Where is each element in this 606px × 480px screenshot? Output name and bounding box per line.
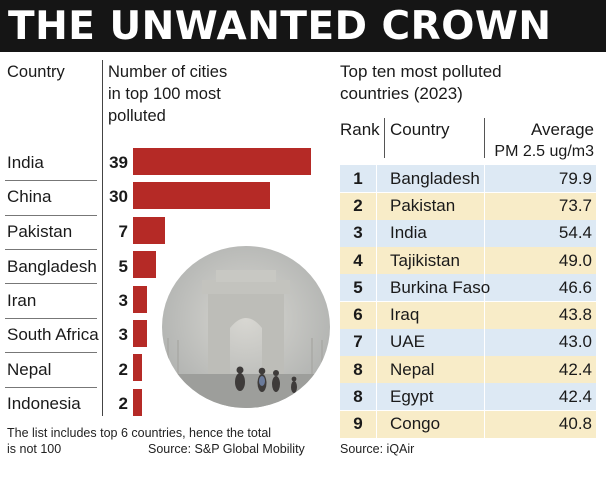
table-title-line2: countries (2023): [340, 84, 463, 103]
bar-label-india: India: [7, 153, 44, 172]
smog-photo-icon: [162, 246, 330, 408]
bar-value-india: 39: [109, 153, 128, 172]
row-separator: [5, 352, 97, 353]
table-country: India: [390, 223, 427, 242]
left-country-header: Country: [7, 63, 65, 81]
table-country: Tajikistan: [390, 251, 460, 270]
table-rank: 4: [353, 251, 363, 270]
table-row: [340, 193, 596, 220]
table-rank: 5: [353, 278, 363, 297]
row-separator: [5, 283, 97, 284]
table-value: 42.4: [558, 360, 592, 379]
footnote-line1: The list includes top 6 countries, hence…: [7, 426, 272, 440]
table-header-rank: Rank: [340, 120, 380, 139]
bar-iran: [133, 286, 147, 313]
table-country: Bangladesh: [390, 169, 480, 188]
bar-india: [133, 148, 311, 175]
row-separator: [5, 215, 97, 216]
row-separator: [5, 180, 97, 181]
table-column-gap: [484, 165, 485, 438]
left-metric-header-line3: polluted: [108, 107, 166, 125]
smog-india-gate-photo: [162, 246, 330, 408]
bar-label-south-africa: South Africa: [7, 325, 99, 344]
bar-pakistan: [133, 217, 165, 244]
table-row: [340, 165, 596, 192]
table-rank: 8: [353, 387, 363, 406]
table-rank: 8: [353, 360, 363, 379]
table-rank: 6: [353, 305, 363, 324]
table-value: 54.4: [558, 223, 592, 242]
table-rank: 3: [353, 223, 363, 242]
bar-nepal: [133, 354, 142, 381]
source-left: Source: S&P Global Mobility: [148, 442, 305, 456]
table-country: Congo: [390, 414, 441, 433]
table-value: 43.0: [558, 332, 592, 351]
bar-south-africa: [133, 320, 147, 347]
bar-value-china: 30: [109, 187, 128, 206]
table-rank: 1: [353, 169, 363, 188]
bar-value-south-africa: 3: [118, 325, 128, 344]
left-metric-header-line1: Number of cities: [108, 63, 228, 81]
bar-value-bangladesh: 5: [118, 257, 128, 276]
table-country: UAE: [390, 332, 425, 351]
table-country: Nepal: [390, 360, 435, 379]
table-row: [340, 247, 596, 274]
table-row: [340, 274, 596, 301]
table-value: 42.4: [558, 387, 592, 406]
table-value: 46.6: [558, 278, 592, 297]
table-country: Burkina Faso: [390, 278, 491, 297]
bar-value-nepal: 2: [118, 360, 128, 379]
bar-label-indonesia: Indonesia: [7, 394, 81, 413]
table-value: 73.7: [558, 196, 592, 215]
left-metric-header-line2: in top 100 most: [108, 85, 221, 103]
table-value: 40.8: [558, 414, 592, 433]
table-country: Egypt: [390, 387, 434, 406]
bar-bangladesh: [133, 251, 156, 278]
bar-label-bangladesh: Bangladesh: [7, 257, 97, 276]
table-value: 79.9: [558, 169, 592, 188]
title-bar: THE UNWANTED CROWN: [0, 0, 606, 52]
bar-label-china: China: [7, 187, 52, 206]
table-country: Pakistan: [390, 196, 456, 215]
table-country: Iraq: [390, 305, 420, 324]
header-divider: [484, 118, 485, 158]
bar-china: [133, 182, 270, 209]
table-value: 43.8: [558, 305, 592, 324]
table-rank: 7: [353, 332, 363, 351]
header-divider: [384, 118, 385, 158]
table-row: [340, 383, 596, 410]
table-value: 49.0: [558, 251, 592, 270]
bar-label-nepal: Nepal: [7, 360, 52, 379]
table-row: [340, 411, 596, 438]
bar-value-pakistan: 7: [118, 222, 128, 241]
table-title-line1: Top ten most polluted: [340, 62, 502, 81]
table-rank: 9: [353, 414, 363, 433]
bar-value-iran: 3: [118, 291, 128, 310]
table-header-average: Average: [530, 120, 594, 139]
table-header-pm: PM 2.5 ug/m3: [494, 143, 594, 160]
bar-label-iran: Iran: [7, 291, 37, 310]
footnote-line2: is not 100: [7, 442, 62, 456]
table-row: [340, 329, 596, 356]
bar-label-pakistan: Pakistan: [7, 222, 73, 241]
bar-value-indonesia: 2: [118, 394, 128, 413]
source-right: Source: iQAir: [340, 442, 415, 456]
table-row: [340, 302, 596, 329]
row-separator: [5, 249, 97, 250]
left-chart-divider: [102, 60, 103, 416]
row-separator: [5, 318, 97, 319]
page-title: THE UNWANTED CROWN: [8, 4, 552, 49]
table-column-gap: [376, 165, 377, 438]
bar-indonesia: [133, 389, 142, 416]
table-row: [340, 356, 596, 383]
row-separator: [5, 387, 97, 388]
table-row: [340, 220, 596, 247]
table-header-country: Country: [390, 120, 450, 139]
table-rank: 2: [353, 196, 363, 215]
